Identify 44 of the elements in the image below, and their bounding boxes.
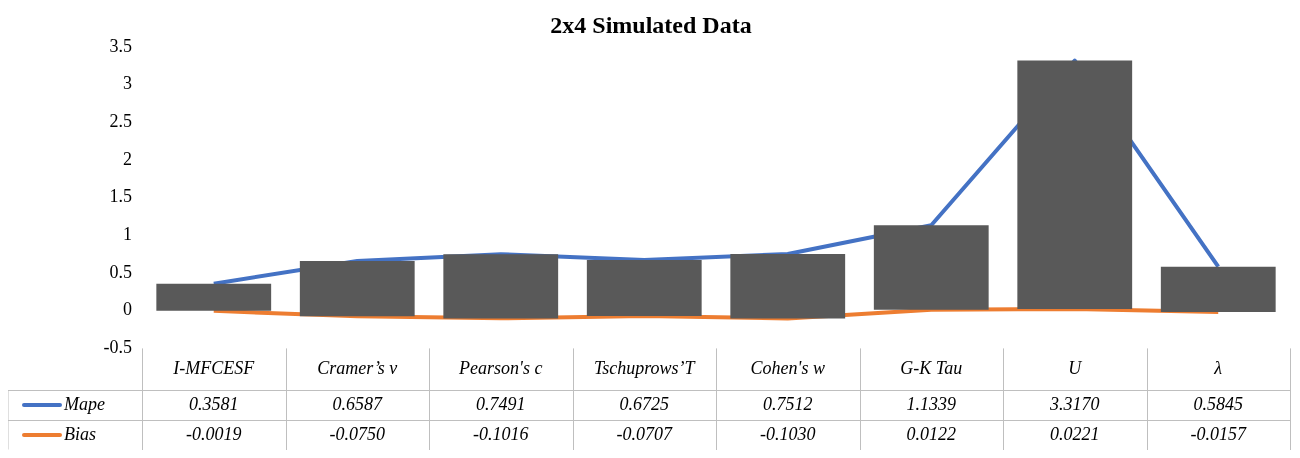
y-tick-label: 2 (123, 148, 132, 169)
data-label: 0.7512 (763, 393, 813, 414)
data-label: 0.0122 (906, 423, 956, 444)
data-label: -0.0750 (329, 423, 385, 444)
data-label: -0.1016 (473, 423, 529, 444)
bar (586, 260, 702, 317)
data-label: 0.6725 (619, 393, 669, 414)
bar (730, 254, 846, 319)
bar (1017, 60, 1133, 310)
x-tick-label: Pearson's c (458, 357, 543, 378)
x-tick-label: λ (1213, 357, 1223, 378)
x-tick-label: I-MFCESF (172, 357, 256, 378)
x-tick-label: Tschuprows’T (593, 357, 697, 378)
x-tick-label: G-K Tau (900, 357, 963, 378)
data-label: 0.7491 (476, 393, 526, 414)
y-tick-label: 3.5 (109, 35, 132, 56)
x-tick-label: Cohen's w (750, 357, 825, 378)
y-tick-label: 1.5 (109, 186, 132, 207)
data-label: 1.1339 (906, 393, 956, 414)
data-label: -0.0019 (186, 423, 242, 444)
data-label: 0.5845 (1193, 393, 1243, 414)
data-label: 0.3581 (189, 393, 239, 414)
data-label: -0.0157 (1190, 423, 1247, 444)
chart-title: 2x4 Simulated Data (550, 11, 752, 38)
y-tick-label: -0.5 (103, 337, 132, 358)
y-tick-label: 0 (123, 299, 132, 320)
legend-label: Bias (64, 423, 97, 444)
bar (1160, 266, 1276, 312)
legend-label: Mape (63, 393, 105, 414)
y-tick-label: 3 (123, 73, 132, 94)
y-tick-label: 1 (123, 224, 132, 245)
data-label: 0.0221 (1050, 423, 1100, 444)
bar (873, 225, 989, 310)
bar (443, 254, 559, 319)
data-label: 3.3170 (1049, 393, 1100, 414)
bar (156, 283, 272, 311)
data-label: 0.6587 (332, 393, 383, 414)
y-tick-label: 2.5 (109, 110, 132, 131)
x-tick-label: Cramer’s v (317, 357, 398, 378)
bar (299, 261, 415, 317)
data-label: -0.0707 (616, 423, 673, 444)
x-tick-label: U (1068, 357, 1083, 378)
y-tick-label: 0.5 (109, 261, 132, 282)
data-label: -0.1030 (760, 423, 816, 444)
